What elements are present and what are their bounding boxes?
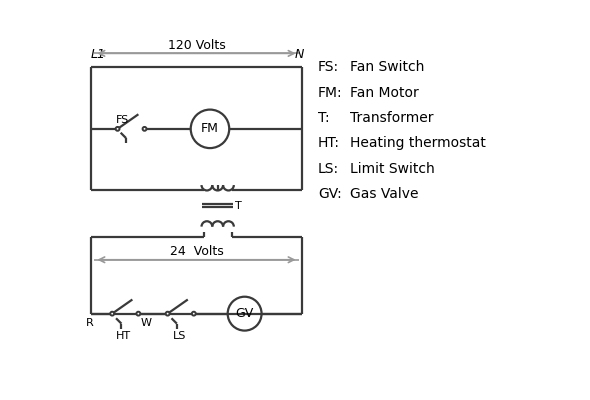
Text: R: R bbox=[86, 318, 94, 328]
Text: 24  Volts: 24 Volts bbox=[170, 245, 224, 258]
Text: FM: FM bbox=[201, 122, 219, 135]
Circle shape bbox=[116, 127, 120, 131]
Text: L1: L1 bbox=[91, 48, 106, 61]
Text: Transformer: Transformer bbox=[350, 111, 434, 125]
Circle shape bbox=[143, 127, 146, 131]
Text: LS: LS bbox=[172, 330, 186, 340]
Text: HT: HT bbox=[116, 330, 132, 340]
Text: FM:: FM: bbox=[318, 86, 342, 100]
Text: 120 Volts: 120 Volts bbox=[168, 39, 225, 52]
Text: FS: FS bbox=[116, 115, 129, 125]
Text: GV: GV bbox=[235, 307, 254, 320]
Text: LS:: LS: bbox=[318, 162, 339, 176]
Text: Limit Switch: Limit Switch bbox=[350, 162, 435, 176]
Text: Heating thermostat: Heating thermostat bbox=[350, 136, 486, 150]
Text: T:: T: bbox=[318, 111, 329, 125]
Text: N: N bbox=[294, 48, 304, 61]
Text: HT:: HT: bbox=[318, 136, 340, 150]
Circle shape bbox=[110, 312, 114, 316]
Circle shape bbox=[166, 312, 169, 316]
Text: GV:: GV: bbox=[318, 187, 342, 201]
Text: Fan Switch: Fan Switch bbox=[350, 60, 424, 74]
Text: T: T bbox=[235, 201, 241, 211]
Circle shape bbox=[136, 312, 140, 316]
Text: Gas Valve: Gas Valve bbox=[350, 187, 419, 201]
Circle shape bbox=[192, 312, 196, 316]
Text: FS:: FS: bbox=[318, 60, 339, 74]
Text: W: W bbox=[140, 318, 152, 328]
Text: Fan Motor: Fan Motor bbox=[350, 86, 419, 100]
